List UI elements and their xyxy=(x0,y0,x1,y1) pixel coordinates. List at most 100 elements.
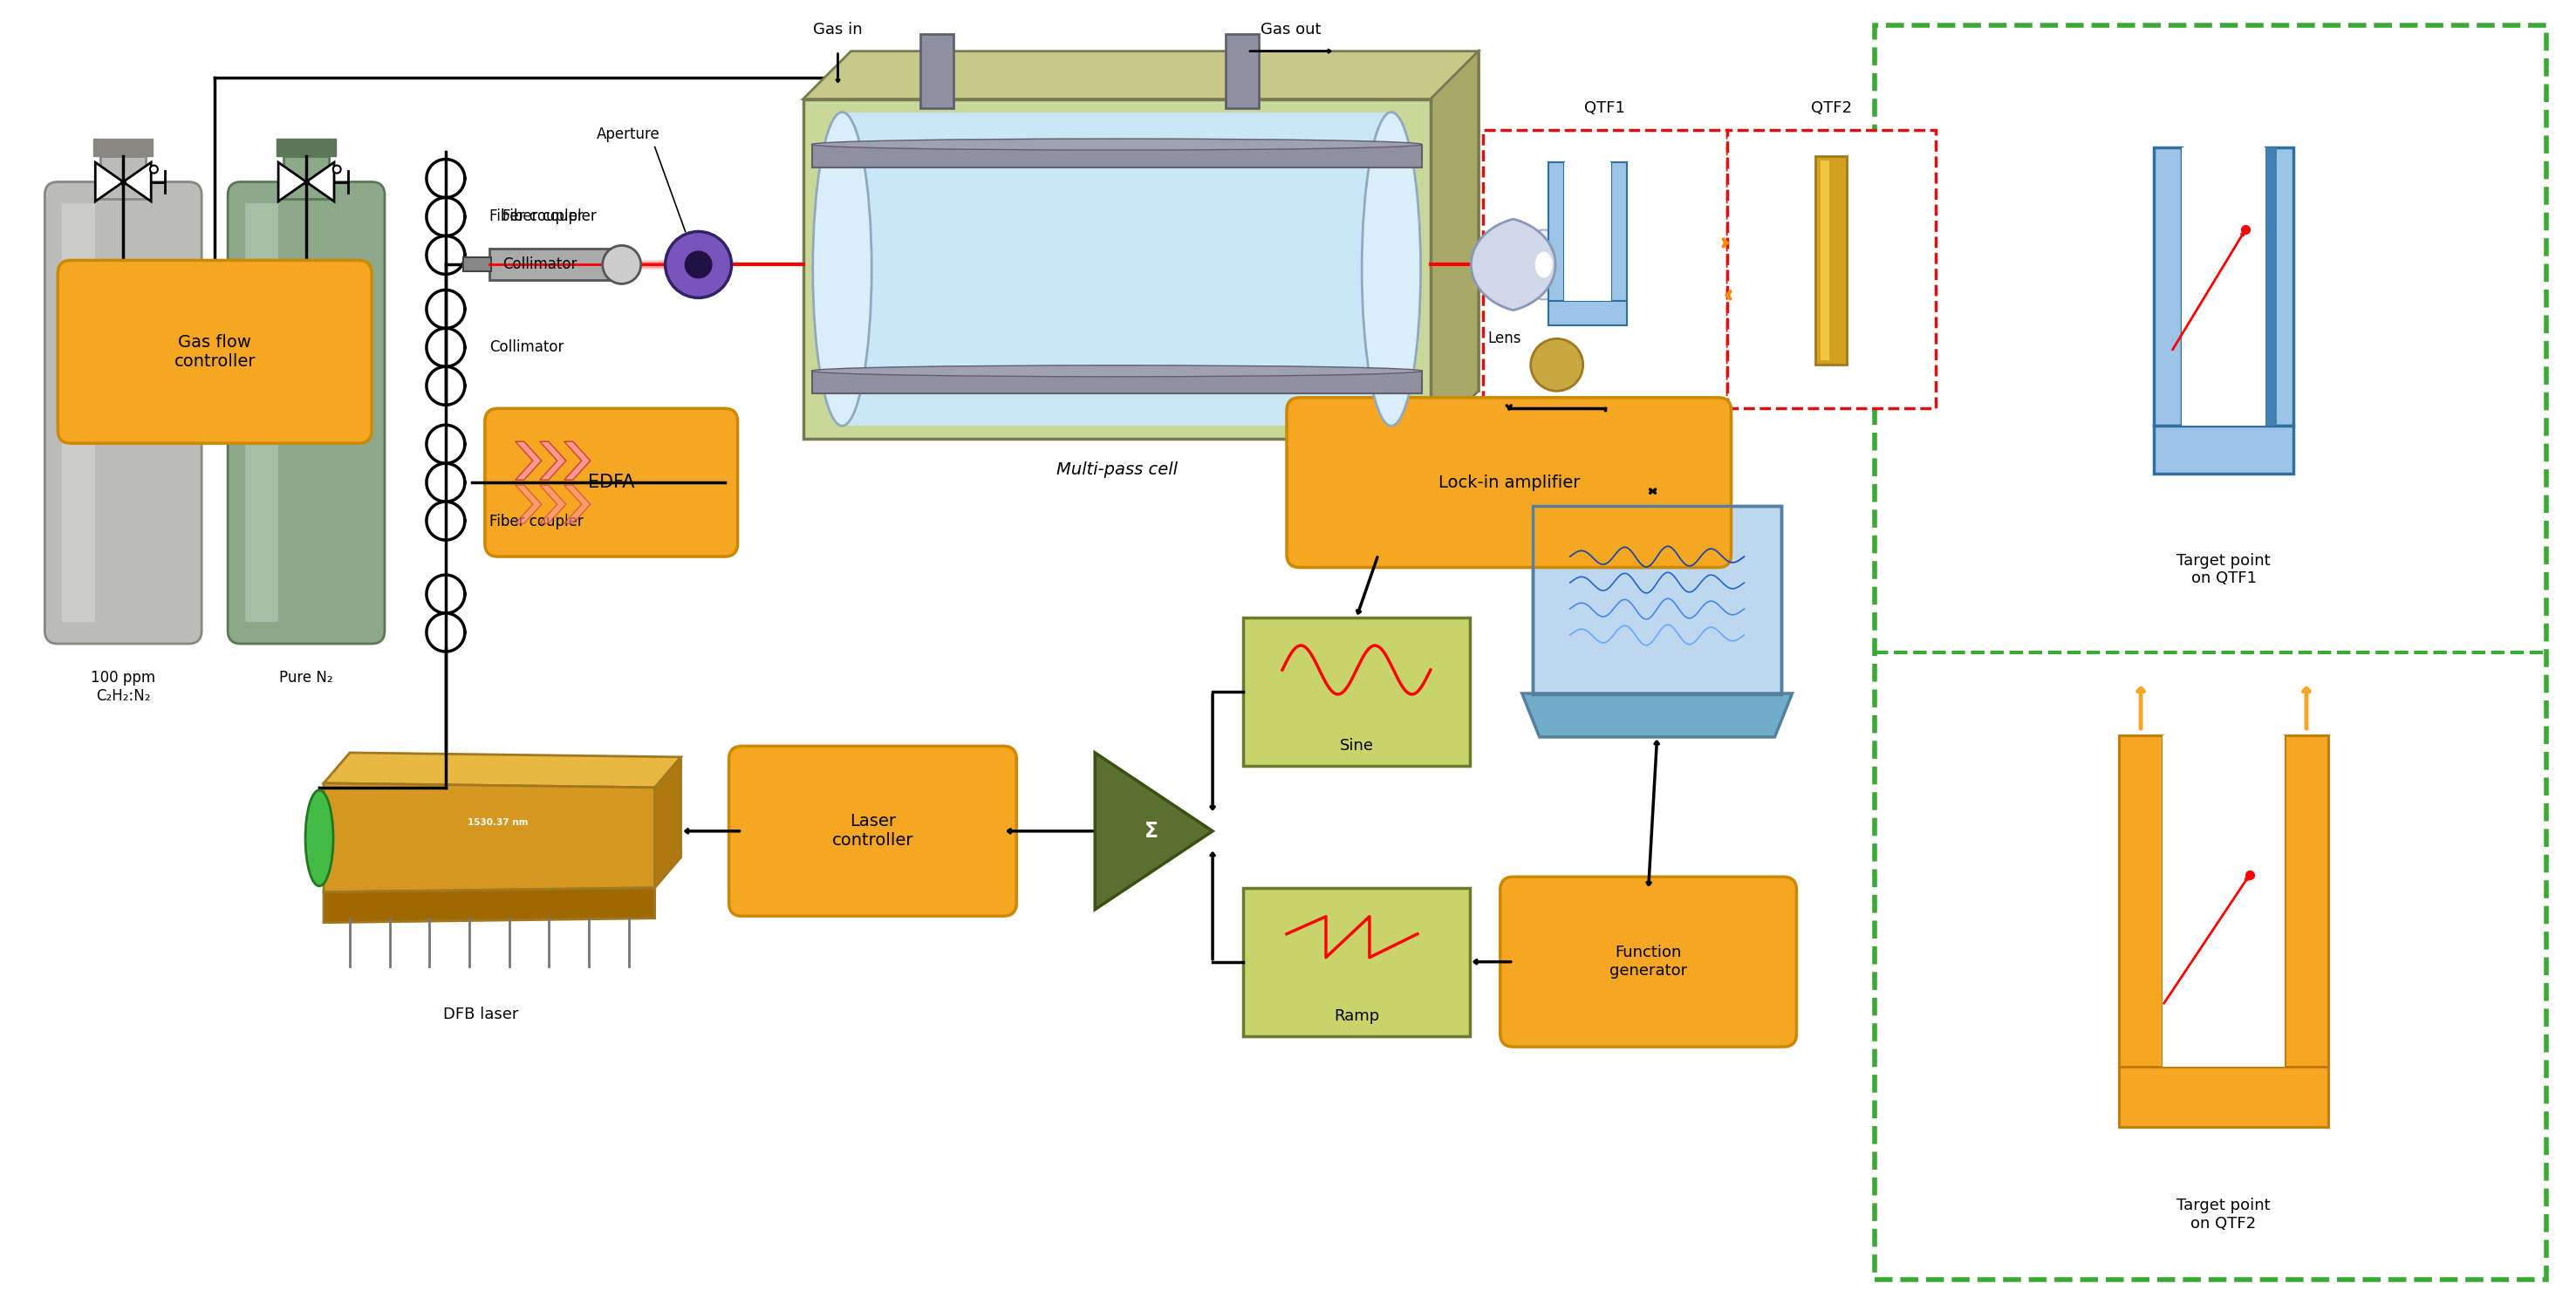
Bar xyxy=(1821,160,1829,361)
Bar xyxy=(1244,617,1471,766)
FancyBboxPatch shape xyxy=(227,182,384,644)
Polygon shape xyxy=(325,783,654,891)
Text: Gas flow
controller: Gas flow controller xyxy=(175,334,255,370)
Polygon shape xyxy=(515,442,541,480)
Polygon shape xyxy=(1095,753,1213,910)
Bar xyxy=(1816,156,1847,364)
Bar xyxy=(62,203,95,621)
Polygon shape xyxy=(804,51,1479,100)
Bar xyxy=(2154,147,2182,426)
Polygon shape xyxy=(278,163,307,202)
Text: Gas out: Gas out xyxy=(1260,21,1321,37)
Text: Fiber coupler: Fiber coupler xyxy=(489,208,582,224)
Bar xyxy=(842,113,1391,426)
Text: Lock-in amplifier: Lock-in amplifier xyxy=(1437,475,1579,490)
Polygon shape xyxy=(654,756,680,888)
Bar xyxy=(811,371,1422,393)
Text: Laser
controller: Laser controller xyxy=(832,813,914,850)
Bar xyxy=(276,138,335,156)
Text: 1530.37 nm: 1530.37 nm xyxy=(469,818,528,827)
Ellipse shape xyxy=(307,791,332,886)
Text: DFB laser: DFB laser xyxy=(443,1007,518,1023)
FancyBboxPatch shape xyxy=(729,746,1018,916)
Ellipse shape xyxy=(1535,252,1553,278)
Polygon shape xyxy=(325,888,654,923)
Text: Pure N₂: Pure N₂ xyxy=(278,670,332,686)
Bar xyxy=(920,34,953,108)
FancyBboxPatch shape xyxy=(1533,506,1783,695)
Circle shape xyxy=(149,165,157,173)
Bar xyxy=(1548,302,1625,325)
Circle shape xyxy=(603,245,641,283)
FancyBboxPatch shape xyxy=(57,261,371,443)
Text: Fiber coupler: Fiber coupler xyxy=(489,514,582,530)
Text: EDFA: EDFA xyxy=(587,473,634,492)
Ellipse shape xyxy=(1363,113,1422,426)
Bar xyxy=(1244,888,1471,1036)
Bar xyxy=(100,156,147,199)
Text: Multi-pass cell: Multi-pass cell xyxy=(1056,461,1177,477)
Bar xyxy=(2120,735,2164,1066)
Ellipse shape xyxy=(811,366,1422,376)
Bar xyxy=(2120,1066,2329,1127)
Bar xyxy=(2264,147,2277,426)
FancyBboxPatch shape xyxy=(1499,877,1795,1046)
Bar xyxy=(1226,34,1260,108)
Circle shape xyxy=(665,232,732,298)
Text: Collimator: Collimator xyxy=(489,340,564,355)
Bar xyxy=(1484,130,1726,409)
Polygon shape xyxy=(804,100,1430,439)
Bar xyxy=(2164,735,2285,1066)
Polygon shape xyxy=(850,51,1479,391)
FancyBboxPatch shape xyxy=(1285,397,1731,568)
Bar xyxy=(2285,735,2329,1066)
Bar xyxy=(2154,426,2293,473)
Text: QTF1: QTF1 xyxy=(1584,100,1625,115)
Polygon shape xyxy=(1522,694,1793,737)
Bar xyxy=(811,144,1422,166)
Polygon shape xyxy=(564,485,590,523)
Bar xyxy=(283,156,330,199)
Text: Fiber coupler: Fiber coupler xyxy=(502,208,595,224)
Bar xyxy=(1610,161,1625,302)
Text: Lens: Lens xyxy=(1489,330,1522,346)
Bar xyxy=(1726,130,1937,409)
Text: Function
generator: Function generator xyxy=(1610,945,1687,979)
Ellipse shape xyxy=(811,139,1422,149)
Ellipse shape xyxy=(1520,229,1569,299)
Polygon shape xyxy=(564,442,590,480)
Polygon shape xyxy=(325,753,680,788)
Polygon shape xyxy=(95,163,124,202)
Polygon shape xyxy=(541,442,567,480)
Bar xyxy=(1548,161,1564,302)
Bar xyxy=(245,203,278,621)
Circle shape xyxy=(685,250,714,279)
FancyBboxPatch shape xyxy=(44,182,201,644)
Bar xyxy=(1564,161,1610,302)
Text: Target point
on QTF2: Target point on QTF2 xyxy=(2177,1198,2269,1231)
Text: Target point
on QTF1: Target point on QTF1 xyxy=(2177,553,2269,586)
Bar xyxy=(464,258,492,271)
Polygon shape xyxy=(1430,51,1479,439)
Text: 100 ppm
C₂H₂:N₂: 100 ppm C₂H₂:N₂ xyxy=(90,670,155,704)
Circle shape xyxy=(332,165,340,173)
Text: Ramp: Ramp xyxy=(1334,1008,1378,1024)
Circle shape xyxy=(1530,338,1584,391)
Bar xyxy=(93,138,152,156)
Text: Collimator: Collimator xyxy=(502,257,577,273)
Ellipse shape xyxy=(814,113,871,426)
Bar xyxy=(2264,147,2293,426)
Polygon shape xyxy=(307,163,335,202)
Text: Sine: Sine xyxy=(1340,738,1373,754)
Polygon shape xyxy=(515,485,541,523)
Polygon shape xyxy=(124,163,152,202)
Polygon shape xyxy=(1471,219,1556,311)
Text: Σ: Σ xyxy=(1144,821,1159,842)
Circle shape xyxy=(1540,349,1571,380)
Bar xyxy=(2182,147,2264,426)
Bar xyxy=(489,249,621,281)
Text: QTF2: QTF2 xyxy=(1811,100,1852,115)
Text: Gas in: Gas in xyxy=(814,21,863,37)
Polygon shape xyxy=(541,485,567,523)
FancyBboxPatch shape xyxy=(484,409,737,557)
